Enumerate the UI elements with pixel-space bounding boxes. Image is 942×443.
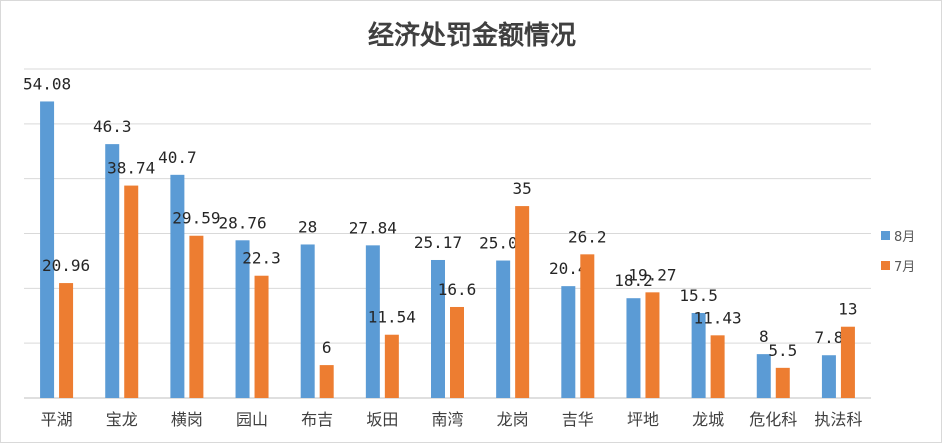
legend-label-7月: 7月 bbox=[894, 259, 916, 275]
x-tick-label-危化科: 危化科 bbox=[749, 410, 797, 429]
x-tick-label-吉华: 吉华 bbox=[562, 410, 594, 429]
data-label-8月-南湾: 25.17 bbox=[414, 233, 462, 252]
data-label-7月-吉华: 26.2 bbox=[568, 227, 607, 246]
bar-7月-布吉 bbox=[319, 365, 334, 398]
x-tick-label-南湾: 南湾 bbox=[431, 410, 463, 429]
data-label-7月-南湾: 16.6 bbox=[438, 280, 477, 299]
data-label-8月-宝龙: 46.3 bbox=[93, 117, 132, 136]
data-label-7月-布吉: 6 bbox=[322, 338, 332, 357]
legend-label-8月: 8月 bbox=[894, 229, 916, 245]
x-tick-label-布吉: 布吉 bbox=[301, 410, 333, 429]
bar-7月-执法科 bbox=[840, 326, 855, 398]
x-tick-label-执法科: 执法科 bbox=[814, 410, 862, 429]
bar-8月-坪地 bbox=[626, 298, 641, 398]
bar-8月-南湾 bbox=[431, 259, 445, 398]
x-tick-label-坂田: 坂田 bbox=[366, 410, 398, 429]
bar-7月-吉华 bbox=[580, 254, 595, 398]
x-tick-label-龙岗: 龙岗 bbox=[497, 410, 529, 429]
data-label-8月-横岗: 40.7 bbox=[158, 148, 197, 167]
bar-7月-龙城 bbox=[710, 335, 725, 398]
data-label-8月-执法科: 7.8 bbox=[814, 328, 843, 347]
chart-title: 经济处罚金额情况 bbox=[367, 21, 576, 51]
bar-8月-执法科 bbox=[821, 355, 836, 398]
x-tick-label-平湖: 平湖 bbox=[41, 410, 73, 429]
bar-7月-坪地 bbox=[645, 292, 660, 398]
legend-swatch-8月 bbox=[881, 230, 890, 240]
bar-8月-坂田 bbox=[365, 245, 380, 398]
bar-8月-园山 bbox=[235, 240, 250, 398]
legend-item-8月: 8月 bbox=[881, 227, 916, 245]
bar-7月-危化科 bbox=[775, 367, 790, 398]
data-label-7月-宝龙: 38.74 bbox=[107, 159, 155, 178]
data-label-7月-坪地: 19.27 bbox=[628, 265, 676, 284]
legend-swatch-7月 bbox=[881, 260, 890, 270]
bar-8月-宝龙 bbox=[105, 144, 120, 398]
data-label-8月-坂田: 27.84 bbox=[349, 218, 397, 237]
x-tick-label-龙城: 龙城 bbox=[692, 410, 724, 429]
bar-7月-南湾 bbox=[450, 306, 464, 398]
data-label-7月-横岗: 29.59 bbox=[172, 209, 220, 228]
bar-8月-布吉 bbox=[300, 244, 315, 398]
bar-7月-坂田 bbox=[384, 334, 399, 398]
x-tick-label-宝龙: 宝龙 bbox=[106, 410, 138, 429]
bar-8月-横岗 bbox=[170, 174, 185, 398]
data-label-7月-执法科: 13 bbox=[838, 300, 857, 319]
bar-7月-园山 bbox=[254, 275, 269, 398]
bar-7月-宝龙 bbox=[124, 185, 139, 398]
data-label-7月-平湖: 20.96 bbox=[42, 256, 90, 275]
data-label-7月-危化科: 5.5 bbox=[768, 341, 797, 360]
bar-7月-龙岗 bbox=[515, 206, 530, 398]
data-label-8月-布吉: 28 bbox=[298, 217, 317, 236]
data-label-8月-危化科: 8 bbox=[759, 327, 769, 346]
bar-8月-龙岗 bbox=[496, 260, 511, 398]
bar-7月-横岗 bbox=[189, 235, 204, 398]
bar-8月-龙城 bbox=[691, 313, 706, 398]
data-label-8月-坪地: 18.2 bbox=[614, 271, 653, 290]
data-label-7月-龙岗: 35 bbox=[513, 179, 532, 198]
data-label-7月-园山: 22.3 bbox=[242, 249, 281, 268]
data-label-8月-平湖: 54.08 bbox=[23, 74, 71, 93]
bar-8月-平湖 bbox=[40, 101, 55, 398]
data-label-8月-吉华: 20.4 bbox=[549, 259, 588, 278]
bar-7月-平湖 bbox=[59, 283, 74, 398]
bar-8月-吉华 bbox=[561, 286, 576, 398]
x-tick-label-坪地: 坪地 bbox=[627, 410, 659, 429]
legend-item-7月: 7月 bbox=[881, 257, 916, 275]
data-label-7月-龙城: 11.43 bbox=[694, 308, 742, 327]
data-label-8月-龙城: 15.5 bbox=[679, 286, 718, 305]
data-label-7月-坂田: 11.54 bbox=[368, 308, 416, 327]
bar-8月-危化科 bbox=[756, 354, 771, 398]
x-tick-label-横岗: 横岗 bbox=[171, 410, 203, 429]
data-label-8月-园山: 28.76 bbox=[218, 213, 266, 232]
x-tick-label-园山: 园山 bbox=[236, 410, 268, 429]
